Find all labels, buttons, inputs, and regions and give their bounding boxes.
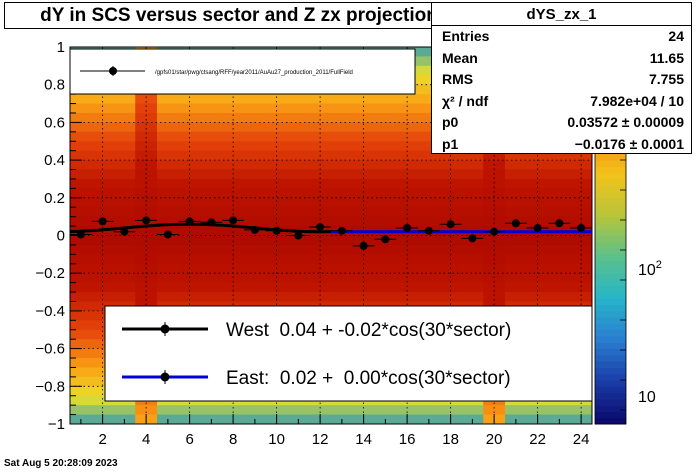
point-marker xyxy=(403,223,412,232)
stats-row-mean: Mean 11.65 xyxy=(442,49,684,66)
data-point xyxy=(157,230,179,239)
point-marker xyxy=(555,219,564,228)
legend-top-entry: /gpfs01/star/pwg/ctsang/RFF/year2011/AuA… xyxy=(155,70,353,76)
x-tick-label: 16 xyxy=(399,431,416,448)
data-point xyxy=(309,223,331,232)
point-marker xyxy=(250,225,259,234)
stats-row-p1: p1 −0.0176 ± 0.0001 xyxy=(442,135,684,152)
point-marker xyxy=(424,226,433,235)
x-tick-label: 4 xyxy=(142,431,150,448)
point-marker xyxy=(359,241,368,250)
point-marker xyxy=(533,223,542,232)
legend-top-marker xyxy=(109,67,117,75)
y-tick-label: 0.2 xyxy=(44,190,65,207)
data-point xyxy=(287,231,310,240)
y-tick-label: 0.8 xyxy=(44,77,65,94)
data-point xyxy=(439,220,462,229)
legend-entry-label: West 0.04 + -0.02*cos(30*sector) xyxy=(226,320,511,341)
data-point xyxy=(352,241,375,250)
stats-row-rms: RMS 7.755 xyxy=(442,71,684,87)
data-point xyxy=(178,217,201,226)
legend-entry-label: East: 0.02 + 0.00*cos(30*sector) xyxy=(226,368,511,389)
point-marker xyxy=(207,218,216,227)
x-tick-label: 12 xyxy=(312,431,329,448)
point-marker xyxy=(163,230,172,239)
data-point xyxy=(70,230,92,239)
stats-row-p0: p0 0.03572 ± 0.00009 xyxy=(442,114,684,130)
data-point xyxy=(548,219,571,228)
point-marker xyxy=(468,234,477,243)
y-tick-label: 0 xyxy=(57,228,65,245)
data-point xyxy=(331,226,353,235)
y-tick-label: −0.8 xyxy=(35,378,65,395)
axis-ticks xyxy=(70,46,582,425)
legend-entry-marker xyxy=(160,372,170,382)
point-marker xyxy=(490,227,499,236)
point-marker xyxy=(76,230,85,239)
data-point xyxy=(91,217,114,226)
point-marker xyxy=(185,217,194,226)
y-tick-label: −0.2 xyxy=(35,265,65,282)
point-marker xyxy=(316,223,325,232)
legend-bottom: West 0.04 + -0.02*cos(30*sector) East: 0.… xyxy=(104,305,593,402)
point-marker xyxy=(381,235,390,244)
y-tick-label: 0.6 xyxy=(44,114,65,131)
timestamp-footer: Sat Aug 5 20:28:09 2023 xyxy=(4,458,118,469)
x-tick-label: 8 xyxy=(229,431,237,448)
data-point xyxy=(244,225,266,234)
x-tick-label: 10 xyxy=(268,431,285,448)
y-tick-label: −1 xyxy=(48,416,65,433)
data-point xyxy=(461,234,484,243)
colorbar-label: 10 xyxy=(638,389,656,406)
data-point xyxy=(483,227,505,236)
y-tick-label: −0.4 xyxy=(35,303,65,320)
x-tick-label: 14 xyxy=(355,431,372,448)
x-tick-label: 22 xyxy=(529,431,546,448)
point-marker xyxy=(229,216,238,225)
data-point xyxy=(135,216,157,225)
y-tick-label: −0.6 xyxy=(35,341,65,358)
x-tick-label: 20 xyxy=(486,431,503,448)
stats-row-chi2: χ² / ndf 7.982e+04 / 10 xyxy=(442,92,684,109)
point-marker xyxy=(446,220,455,229)
colorbar-label: 102 xyxy=(638,259,662,279)
legend-entry-marker xyxy=(160,324,170,334)
data-point xyxy=(113,227,136,236)
legend-bottom-frame xyxy=(104,305,593,402)
legend-top: /gpfs01/star/pwg/ctsang/RFF/year2011/AuA… xyxy=(69,48,416,95)
x-tick-label: 2 xyxy=(98,431,106,448)
stats-name: dYS_zx_1 xyxy=(432,3,691,26)
y-tick-label: 1 xyxy=(57,39,65,56)
stats-row-entries: Entries 24 xyxy=(442,28,684,44)
y-tick-label: 0.4 xyxy=(44,152,65,169)
data-point xyxy=(418,226,440,235)
data-point xyxy=(570,223,592,232)
chart-title: dY in SCS versus sector and Z zx project… xyxy=(4,2,474,29)
point-marker xyxy=(272,226,281,235)
point-marker xyxy=(511,219,520,228)
x-tick-label: 6 xyxy=(185,431,193,448)
data-point xyxy=(374,235,397,244)
data-point xyxy=(396,223,418,232)
point-marker xyxy=(142,216,151,225)
point-marker xyxy=(98,217,107,226)
point-marker xyxy=(337,226,346,235)
x-tick-label: 18 xyxy=(442,431,459,448)
x-tick-label: 24 xyxy=(573,431,590,448)
data-point xyxy=(526,223,549,232)
stats-box: dYS_zx_1 Entries 24 Mean 11.65 RMS 7.755 χ²… xyxy=(431,2,692,154)
data-point xyxy=(505,219,527,228)
point-marker xyxy=(294,231,303,240)
data-point xyxy=(222,216,244,225)
point-marker xyxy=(577,223,586,232)
data-point xyxy=(265,226,288,235)
point-marker xyxy=(120,227,129,236)
data-point xyxy=(200,218,223,227)
